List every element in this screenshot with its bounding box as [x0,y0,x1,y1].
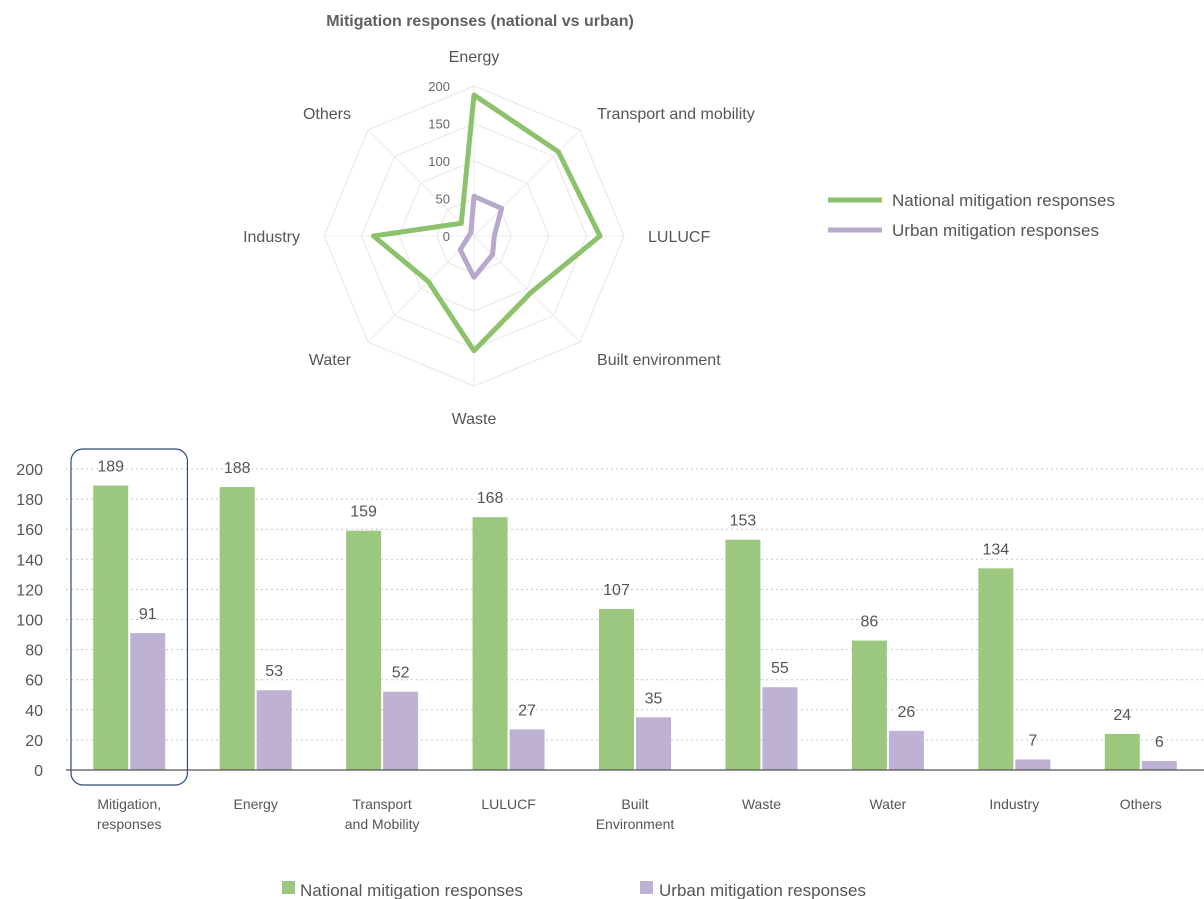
bar-category-label: Mitigation, [97,796,161,812]
bar-urban [762,687,798,770]
bar-data-label: 86 [860,614,878,631]
bar-national [346,530,382,770]
bar-category-label: Environment [596,816,675,832]
bar-data-label: 53 [265,663,283,680]
bar-urban [256,690,292,770]
bar-data-label: 159 [350,504,377,521]
radar-tick-label: 0 [443,229,450,244]
bar-national [1104,733,1140,770]
bar-chart: 0 20 40 60 80 100 120 140 160 180 200 189 91 Mitigati… [16,448,1204,832]
bar-y-tick-label: 40 [25,703,43,720]
bar-legend-label: National mitigation responses [300,881,523,899]
bar-legend-swatch [282,881,295,894]
radar-spoke [473,129,581,237]
bar-data-label: 168 [477,490,504,507]
bar-urban [636,717,671,770]
radar-tick-label: 200 [428,79,450,94]
bar-data-label: 107 [603,582,630,599]
radar-axis-label: Industry [243,229,300,246]
bar-national [725,539,761,770]
bar-data-label: 27 [518,702,536,719]
bar-legend: National mitigation responses Urban mitig… [282,881,866,899]
bar-national [599,608,634,770]
bar-y-tick-label: 120 [16,582,43,599]
bar-data-label: 188 [224,460,251,477]
bar-y-tick-label: 160 [16,522,43,539]
radar-tick-label: 100 [428,154,450,169]
bar-category-label: responses [97,816,162,832]
bar-urban [130,633,166,770]
bar-legend-swatch [640,881,653,894]
bar-national [851,640,887,770]
bar-national [978,568,1014,770]
bar-urban [509,729,545,770]
bar-category-label: Industry [989,796,1039,812]
radar-spoke [367,235,475,343]
bar-category-label: Others [1120,796,1162,812]
radar-legend-label: Urban mitigation responses [892,221,1099,240]
bar-y-tick-label: 180 [16,492,43,509]
bar-data-label: 6 [1155,734,1164,751]
bar-data-label: 153 [730,513,757,530]
bar-data-label: 134 [982,541,1009,558]
bar-data-label: 26 [897,704,915,721]
radar-series-line-0 [371,92,603,354]
bar-urban [1015,759,1051,770]
bar-y-tick-label: 100 [16,613,43,630]
bar-urban [1141,760,1177,770]
bar-category-label: Energy [233,796,277,812]
bar-category-label: LULUCF [481,796,535,812]
bar-data-label: 35 [645,690,663,707]
bar-urban [383,691,419,770]
radar-chart-title: Mitigation responses (national vs urban) [326,13,634,30]
radar-chart: 0 50 100 150 200 Energy Transport and mobility… [243,49,755,428]
bar-category-label: Built [621,796,648,812]
radar-legend-label: National mitigation responses [892,191,1115,210]
highlight-box [70,448,189,786]
radar-axis-label: Water [309,352,352,369]
bar-legend-label: Urban mitigation responses [659,881,866,899]
radar-axis-label: Built environment [597,352,721,369]
bar-data-label: 24 [1113,707,1131,724]
bar-national [472,517,508,770]
radar-spoke [367,129,475,237]
radar-axis-label: LULUCF [648,229,710,246]
radar-axis-label: Others [303,106,351,123]
bar-data-label: 91 [139,606,157,623]
bar-category-label: and Mobility [345,816,420,832]
bar-category-label: Water [869,796,906,812]
radar-axis-label: Waste [452,411,497,428]
bar-data-label: 7 [1028,732,1037,749]
radar-legend: National mitigation responses Urban mitig… [828,191,1115,240]
bar-data-label: 52 [392,665,410,682]
bar-category-label: Transport [352,796,412,812]
bar-y-tick-label: 80 [25,643,43,660]
radar-axis-label: Energy [449,49,500,66]
bar-y-tick-label: 140 [16,552,43,569]
bar-data-label: 55 [771,660,789,677]
bar-urban [888,730,924,770]
radar-series-line-1 [457,193,505,280]
bar-national [219,487,255,770]
radar-tick-label: 50 [436,192,450,207]
bar-data-label: 189 [97,459,124,476]
radar-tick-label: 150 [428,117,450,132]
bar-y-tick-label: 20 [25,733,43,750]
bar-y-tick-label: 60 [25,673,43,690]
bar-y-tick-label: 0 [34,763,43,780]
bar-y-tick-label: 200 [16,462,43,479]
bar-national [93,485,129,770]
bar-category-label: Waste [742,796,781,812]
radar-axis-label: Transport and mobility [597,106,755,123]
